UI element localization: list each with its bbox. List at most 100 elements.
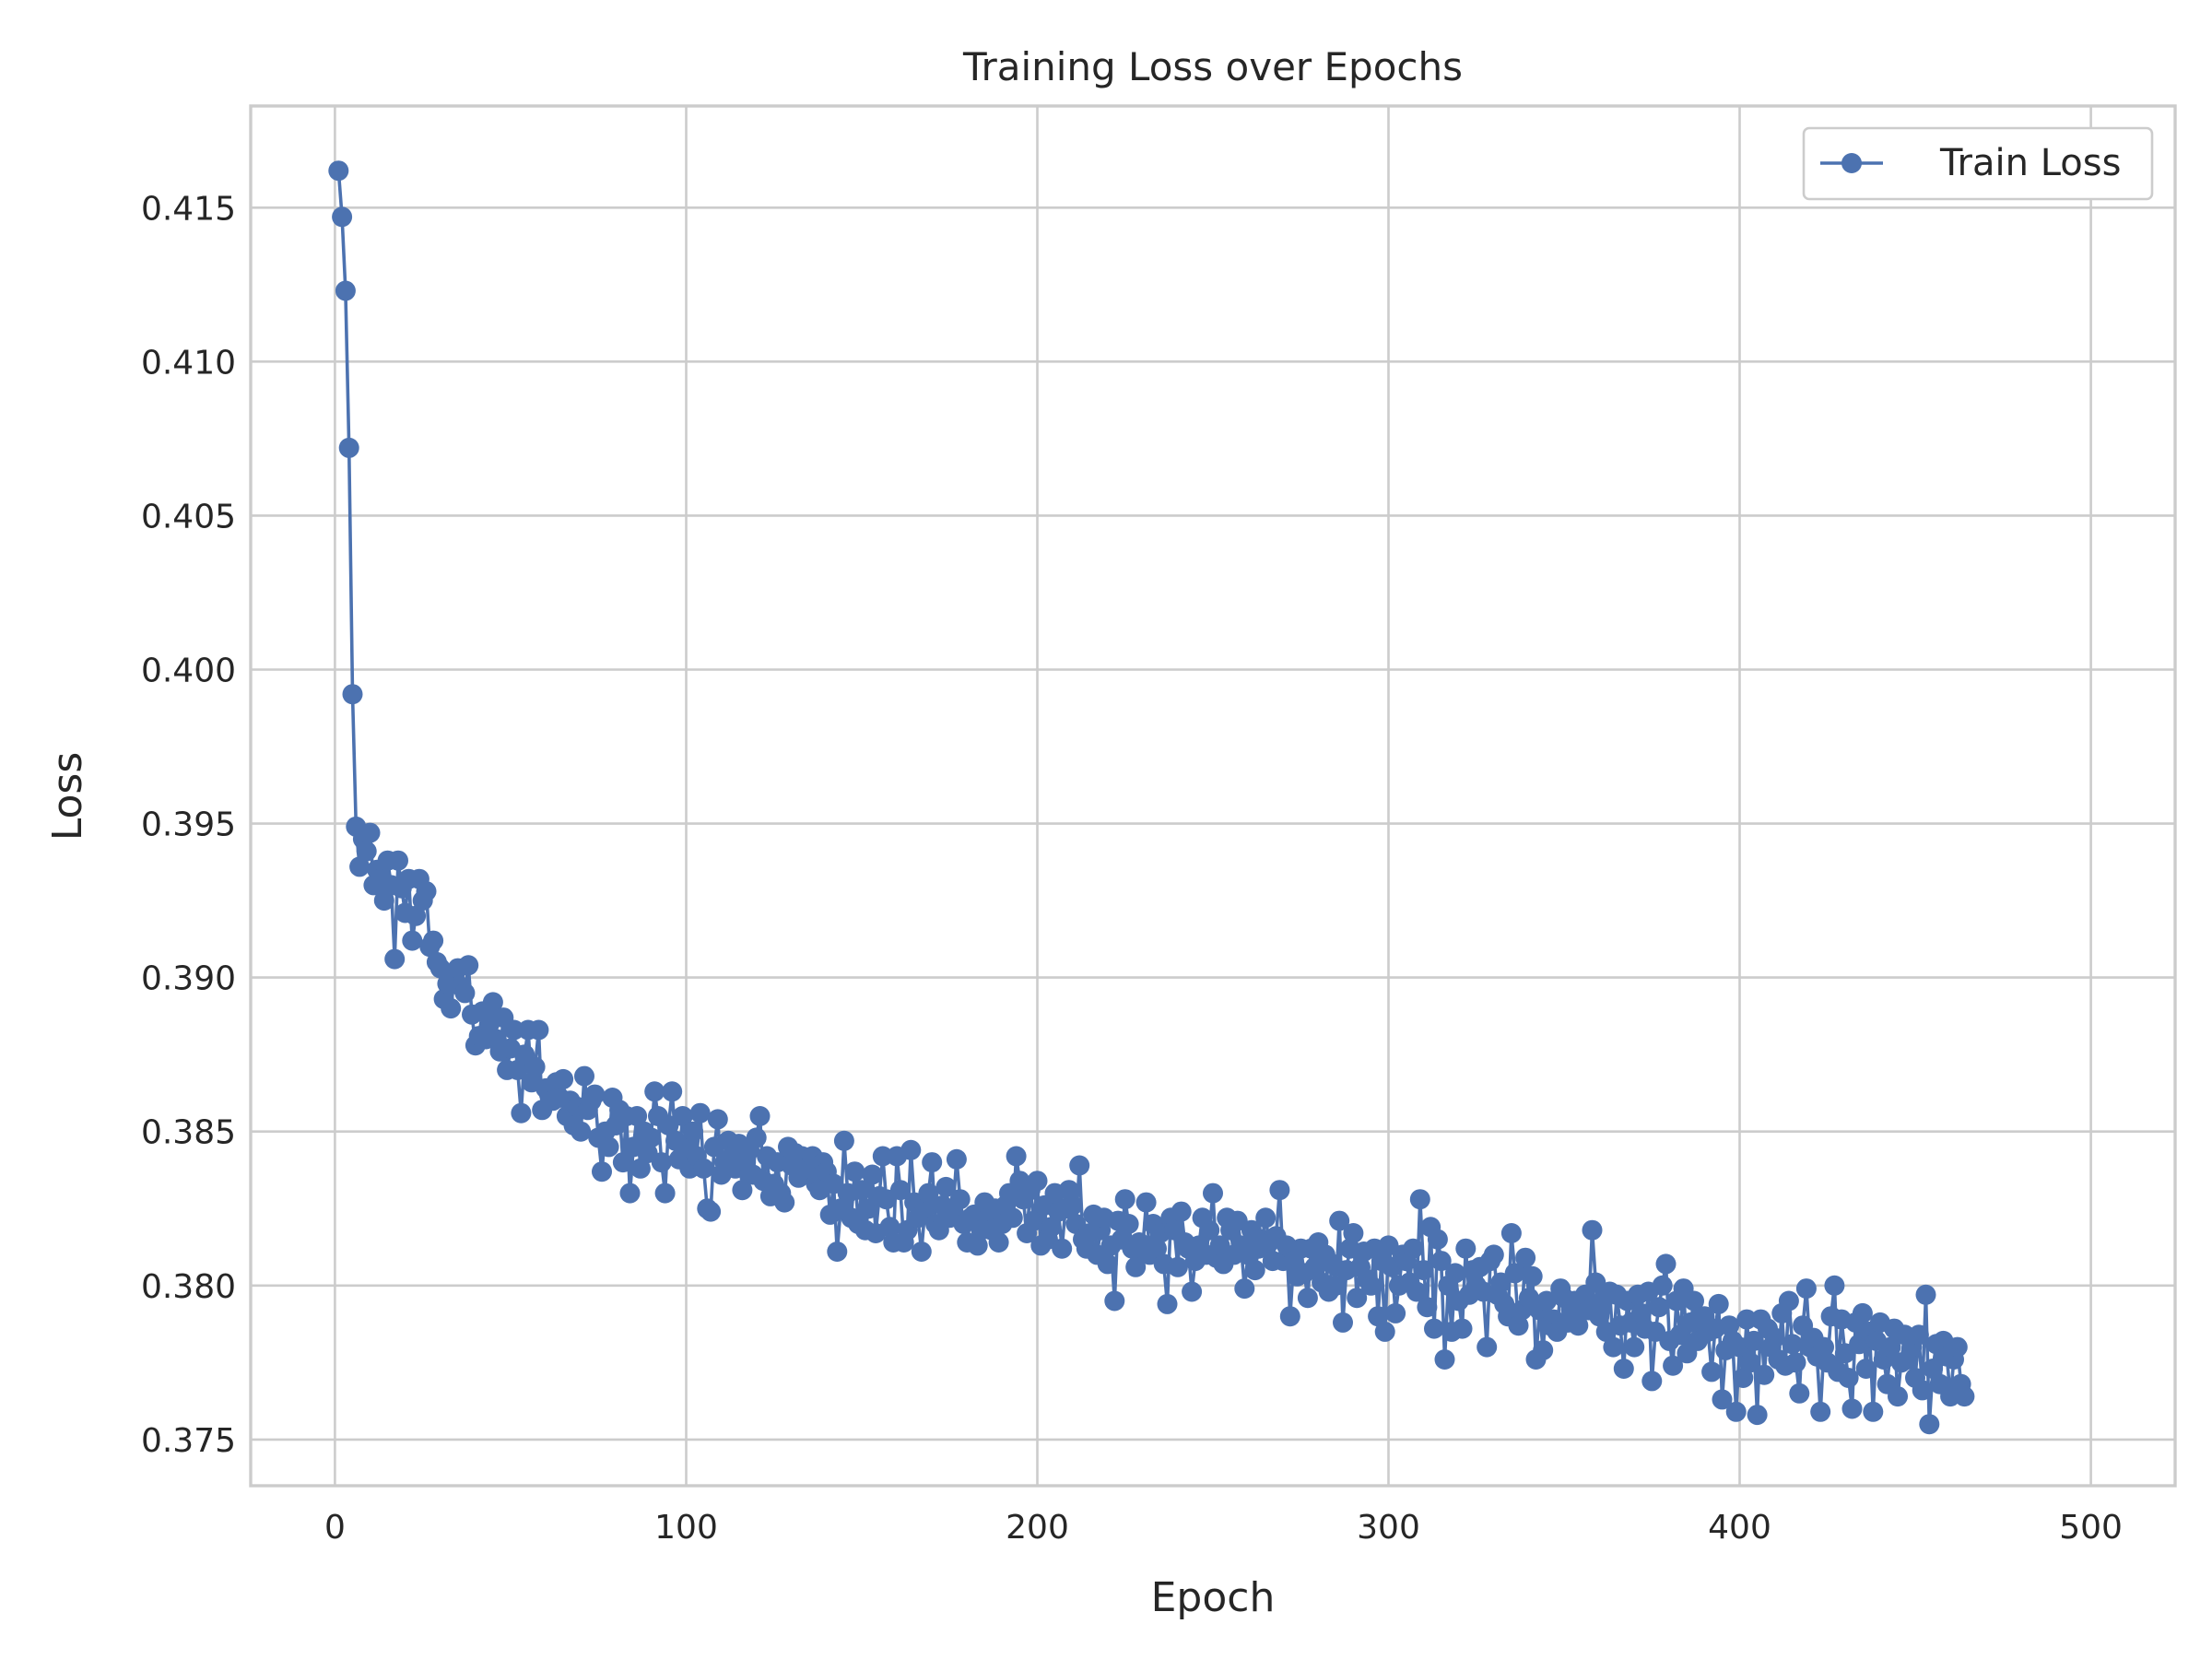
series-train-loss — [328, 160, 1975, 1435]
data-point — [524, 1056, 546, 1077]
data-point — [1747, 1405, 1768, 1426]
data-point — [949, 1189, 971, 1210]
data-point — [1655, 1253, 1677, 1275]
tick-labels: 0 100 200 300 400 500 0.375 0.380 0.385 0.390 0.39… — [141, 190, 2123, 1547]
data-point — [1374, 1321, 1395, 1342]
data-point — [967, 1235, 988, 1256]
data-point — [911, 1241, 932, 1262]
data-point — [338, 437, 359, 458]
data-point — [553, 1068, 574, 1089]
data-point — [1104, 1290, 1125, 1312]
grid-lines — [251, 106, 2175, 1486]
data-point — [749, 1106, 771, 1126]
data-point — [1424, 1318, 1444, 1339]
data-point — [872, 1146, 893, 1167]
data-point — [1413, 1260, 1434, 1281]
data-point — [1536, 1290, 1557, 1312]
data-point — [1603, 1336, 1624, 1358]
data-point — [1167, 1256, 1188, 1277]
data-point — [1360, 1275, 1382, 1296]
data-point — [328, 160, 349, 182]
data-point — [833, 1130, 854, 1151]
legend-box — [1802, 126, 2154, 201]
data-point — [707, 1109, 728, 1130]
data-point — [1455, 1238, 1477, 1259]
y-tick-label: 0.395 — [141, 806, 236, 844]
data-point — [693, 1158, 714, 1179]
data-point — [1002, 1207, 1023, 1229]
data-point — [1452, 1318, 1473, 1339]
data-point — [1630, 1302, 1652, 1324]
data-point — [1199, 1219, 1220, 1241]
data-point — [356, 841, 377, 862]
legend-label-train-loss: Train Loss — [1939, 142, 2121, 184]
data-point — [1743, 1330, 1764, 1351]
chart-title: Training Loss over Epochs — [962, 44, 1463, 89]
x-tick-label: 100 — [654, 1509, 718, 1547]
data-point — [388, 850, 408, 871]
data-point — [1368, 1306, 1389, 1327]
data-point — [774, 1192, 795, 1213]
data-point — [598, 1136, 619, 1158]
data-point — [1483, 1244, 1504, 1265]
data-point — [1434, 1349, 1455, 1370]
data-point — [1736, 1309, 1758, 1330]
data-point — [1915, 1284, 1936, 1305]
data-point — [1417, 1297, 1438, 1318]
data-point — [406, 905, 427, 926]
data-point — [1333, 1312, 1353, 1333]
data-point — [732, 1180, 753, 1201]
data-point — [1255, 1207, 1277, 1229]
data-point — [1244, 1260, 1265, 1281]
data-point — [918, 1182, 939, 1204]
data-point — [922, 1152, 943, 1173]
data-point — [689, 1102, 711, 1124]
data-point — [746, 1127, 767, 1148]
data-point — [1624, 1336, 1645, 1358]
data-point — [1069, 1155, 1090, 1176]
data-point — [1785, 1352, 1806, 1373]
plot-frame — [249, 104, 2177, 1488]
data-point — [1888, 1386, 1908, 1407]
data-point — [1855, 1359, 1877, 1379]
data-point — [1500, 1223, 1522, 1243]
data-point — [1385, 1302, 1406, 1324]
data-point — [342, 684, 363, 705]
data-point — [1097, 1253, 1118, 1275]
data-point — [1118, 1214, 1139, 1234]
legend: Train Loss — [1802, 126, 2154, 201]
legend-marker-swatch — [1841, 153, 1862, 173]
data-point — [441, 998, 462, 1019]
data-point — [1508, 1315, 1529, 1336]
data-point — [1325, 1275, 1347, 1296]
data-point — [988, 1232, 1009, 1253]
x-axis-label: Epoch — [1151, 1574, 1276, 1621]
data-point — [1427, 1229, 1448, 1250]
data-point — [1279, 1306, 1300, 1327]
data-point — [1782, 1334, 1803, 1355]
data-point — [571, 1121, 592, 1142]
data-point — [384, 948, 406, 970]
data-point — [654, 1182, 676, 1204]
data-point — [349, 856, 371, 877]
data-point — [507, 1059, 528, 1080]
data-point — [1778, 1290, 1799, 1312]
data-point — [1912, 1380, 1933, 1401]
y-tick-label: 0.390 — [141, 960, 236, 998]
data-point — [1269, 1180, 1290, 1201]
data-point — [1171, 1201, 1192, 1222]
y-tick-label: 0.380 — [141, 1268, 236, 1306]
data-point — [1863, 1401, 1884, 1422]
y-tick-label: 0.415 — [141, 190, 236, 228]
data-point — [662, 1081, 683, 1102]
y-tick-label: 0.400 — [141, 653, 236, 690]
data-point — [1568, 1315, 1589, 1336]
data-point — [1919, 1414, 1940, 1435]
data-point — [1908, 1324, 1929, 1346]
data-point — [503, 1019, 524, 1041]
data-point — [1789, 1382, 1810, 1404]
data-point — [1641, 1371, 1663, 1392]
data-point — [862, 1164, 883, 1185]
data-point — [1684, 1290, 1704, 1312]
y-axis-label: Loss — [44, 752, 91, 841]
